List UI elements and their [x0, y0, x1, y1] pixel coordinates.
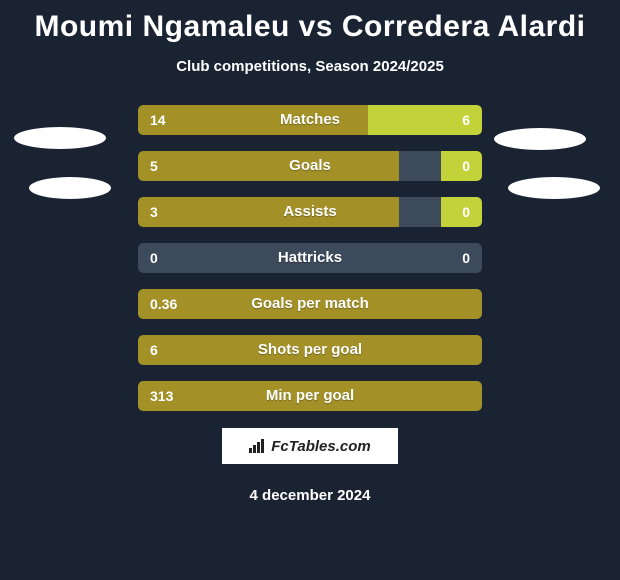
decorative-ellipse	[494, 128, 586, 150]
stat-row: Matches14 6	[138, 105, 482, 135]
stat-value-left: 3	[150, 197, 158, 227]
stat-value-left: 0.36	[150, 289, 177, 319]
stat-value-right: 0	[462, 197, 470, 227]
brand-text: FcTables.com	[271, 438, 370, 455]
stat-label: Assists	[138, 197, 482, 227]
brand-badge[interactable]: FcTables.com	[221, 427, 399, 465]
stat-row: Goals per match0.36	[138, 289, 482, 319]
stat-value-right: 6	[462, 105, 470, 135]
decorative-ellipse	[29, 177, 111, 199]
stat-row: Goals5 0	[138, 151, 482, 181]
brand-label: FcTables.com	[249, 438, 370, 455]
subtitle: Club competitions, Season 2024/2025	[0, 58, 620, 75]
stat-value-right: 0	[462, 243, 470, 273]
decorative-ellipse	[508, 177, 600, 199]
decorative-ellipse	[14, 127, 106, 149]
stat-label: Hattricks	[138, 243, 482, 273]
stat-row: Shots per goal6	[138, 335, 482, 365]
stat-value-left: 313	[150, 381, 173, 411]
chart-icon	[249, 439, 267, 453]
stat-label: Min per goal	[138, 381, 482, 411]
stat-row: Assists3 0	[138, 197, 482, 227]
stat-row: Min per goal313	[138, 381, 482, 411]
page-title: Moumi Ngamaleu vs Corredera Alardi	[0, 0, 620, 44]
stat-value-left: 0	[150, 243, 158, 273]
stat-value-left: 5	[150, 151, 158, 181]
stat-label: Shots per goal	[138, 335, 482, 365]
date-label: 4 december 2024	[0, 487, 620, 504]
comparison-chart: Matches146Goals50Assists30Hattricks00Goa…	[0, 105, 620, 405]
stat-label: Matches	[138, 105, 482, 135]
stat-label: Goals per match	[138, 289, 482, 319]
bar-list: Matches146Goals50Assists30Hattricks00Goa…	[138, 105, 482, 427]
stat-label: Goals	[138, 151, 482, 181]
stat-row: Hattricks0 0	[138, 243, 482, 273]
stat-value-left: 14	[150, 105, 166, 135]
stat-value-right: 0	[462, 151, 470, 181]
stat-value-left: 6	[150, 335, 158, 365]
